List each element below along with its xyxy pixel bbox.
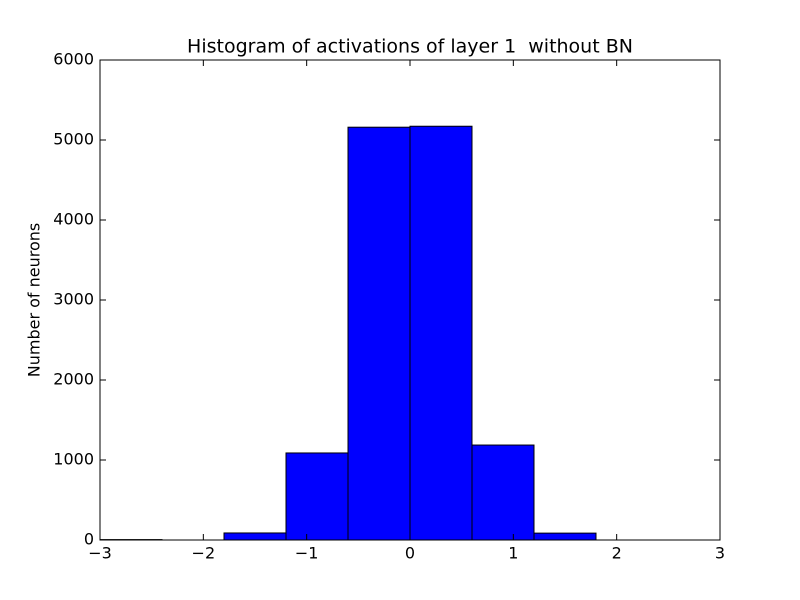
y-tick-label: 4000 [53,210,94,229]
x-tick-label: 3 [715,544,725,563]
bar [471,444,535,541]
x-tick-label: 0 [405,544,415,563]
x-tick-label: 2 [612,544,622,563]
chart-title: Histogram of activations of layer 1 with… [187,36,633,58]
y-tick-label: 2000 [53,370,94,389]
x-tick-label: −2 [192,544,216,563]
y-tick-label: 5000 [53,130,94,149]
x-tick-label: −1 [295,544,319,563]
bar [533,532,597,541]
bar [409,125,473,541]
bar [285,452,349,541]
bar [347,126,411,541]
y-axis-label: Number of neurons [25,223,44,377]
y-tick-label: 3000 [53,290,94,309]
y-tick-label: 0 [84,530,94,549]
y-tick-label: 1000 [53,450,94,469]
bar [223,532,287,541]
y-tick-label: 6000 [53,50,94,69]
x-tick-label: −3 [88,544,112,563]
x-tick-label: 1 [508,544,518,563]
